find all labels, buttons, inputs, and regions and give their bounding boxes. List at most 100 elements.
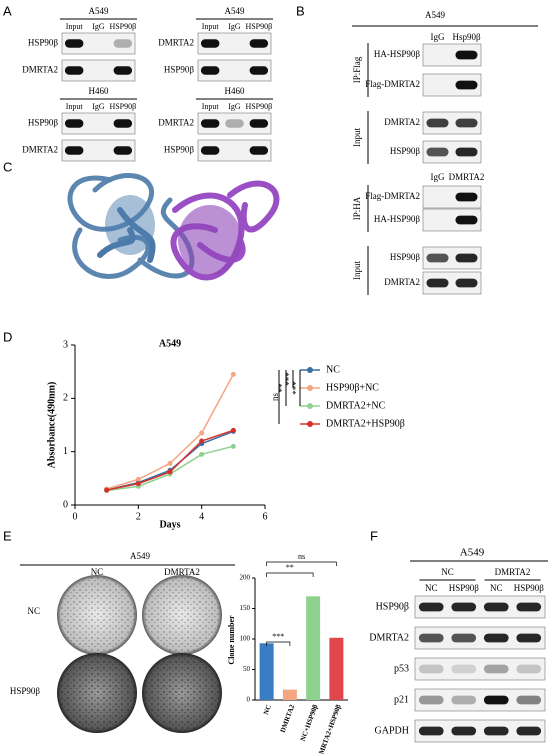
row-label: Flag-DMRTA2 (365, 191, 420, 201)
point (230, 443, 236, 449)
point (199, 451, 205, 457)
row-label: DMRTA2 (384, 117, 420, 127)
row-label: DMRTA2 (384, 277, 420, 287)
band (64, 146, 84, 155)
y-tick-label: 3 (63, 339, 68, 350)
blot (197, 32, 272, 55)
legend-marker (307, 367, 313, 373)
lane-label: Hsp90β (452, 32, 481, 42)
blot (422, 73, 482, 97)
legend-label: DMRTA2+NC (326, 400, 386, 411)
band (483, 602, 509, 612)
blot (414, 719, 546, 743)
band (426, 253, 449, 263)
annotation: ns (270, 393, 280, 402)
blot (422, 185, 482, 209)
band (200, 39, 220, 48)
row-label: HSP90β (164, 145, 195, 155)
band (455, 278, 478, 288)
x-tick-label: 2 (136, 511, 141, 522)
group-label: IP:Flag (352, 56, 362, 83)
y-tick-label: 0 (247, 696, 251, 704)
lane-label: DMRTA2 (449, 172, 485, 182)
row-label: HSP90β (390, 252, 421, 262)
point (104, 487, 110, 493)
x-tick-label: NC+HSP90β (299, 703, 320, 742)
lane-label: IgG (92, 102, 105, 111)
group-label: DMRTA2 (495, 567, 531, 577)
x-tick-label: NC (262, 703, 273, 715)
lane-label: Input (66, 22, 84, 31)
annotation: ** (286, 563, 294, 572)
x-tick-label: 0 (73, 511, 78, 522)
band (455, 147, 478, 157)
band (249, 146, 269, 155)
row-label: HSP90β (164, 65, 195, 75)
y-tick-label: 150 (240, 604, 251, 612)
y-axis-label: Absorbance(490nm) (46, 382, 57, 469)
group-label: IP:HA (352, 196, 362, 220)
annotation: *** (291, 381, 301, 395)
bracket (266, 641, 291, 646)
y-tick-label: 50 (243, 665, 251, 673)
point (230, 427, 236, 433)
blot (422, 271, 482, 295)
band (516, 726, 542, 736)
band (455, 215, 478, 225)
band (113, 119, 133, 128)
bar (282, 689, 297, 700)
lane-label: IgG (92, 22, 105, 31)
row-label: DMRTA2 (22, 65, 58, 75)
blot (422, 208, 482, 232)
lane-label: IgG (228, 22, 241, 31)
blot (422, 246, 482, 270)
band (455, 192, 478, 202)
band (451, 664, 477, 674)
row-label: HSP90β (376, 601, 409, 612)
legend-marker (307, 385, 313, 391)
bar (329, 637, 344, 700)
band (418, 695, 444, 705)
lane-label: IgG (228, 102, 241, 111)
blot-title: A549 (89, 6, 109, 16)
band (483, 695, 509, 705)
row-label: HA-HSP90β (374, 49, 421, 59)
blot (61, 139, 136, 162)
series-line (106, 430, 234, 491)
row-label: HSP90β (28, 118, 59, 128)
annotation: ns (298, 552, 305, 561)
column-label: DMRTA2 (164, 567, 200, 577)
band (455, 118, 478, 128)
blot-title: H460 (89, 86, 109, 96)
panel-label: D (3, 329, 12, 344)
row-label: p21 (394, 694, 409, 705)
band (64, 66, 84, 75)
blot (61, 112, 136, 135)
y-axis-label: Clone number (227, 615, 236, 665)
protein-structure (67, 173, 280, 281)
colonies (59, 577, 135, 653)
band (113, 146, 133, 155)
row-label: DMRTA2 (158, 118, 194, 128)
panel-title: A549 (130, 551, 150, 561)
y-tick-label: 200 (240, 574, 251, 582)
band (418, 602, 444, 612)
panel-title: A549 (460, 547, 485, 559)
band (200, 119, 220, 128)
y-tick-label: 1 (63, 446, 68, 457)
point (230, 371, 236, 377)
y-tick-label: 2 (63, 393, 68, 404)
legend-label: DMRTA2+HSP90β (326, 418, 405, 429)
blot (197, 59, 272, 82)
band (225, 119, 244, 128)
legend-label: HSP90β+NC (326, 382, 379, 393)
y-tick-label: 100 (240, 635, 251, 643)
annotation: *** (272, 632, 284, 641)
band (418, 633, 444, 643)
panel-label: F (370, 528, 378, 543)
lane-label: Input (202, 102, 220, 111)
panel-label: B (296, 3, 305, 18)
band (455, 50, 478, 60)
row-label: p53 (394, 663, 409, 674)
panel-label: E (3, 528, 12, 543)
